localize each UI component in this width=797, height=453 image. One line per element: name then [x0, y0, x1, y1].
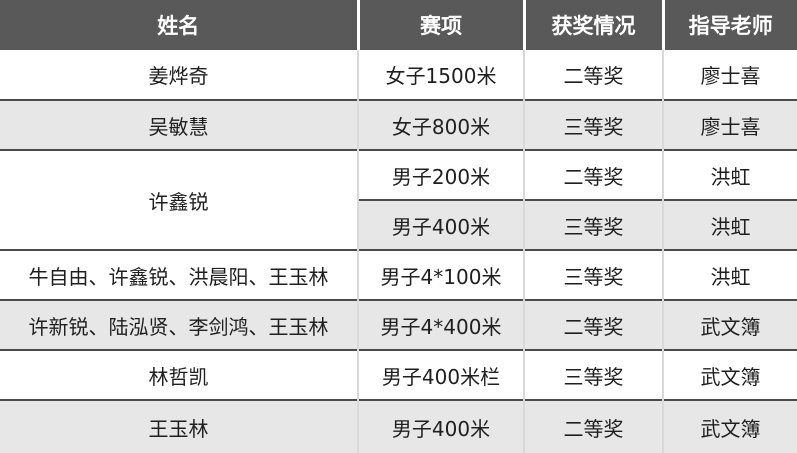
table-row: 牛自由、许鑫锐、洪晨阳、王玉林 男子4*100米 三等奖 洪虹 [0, 249, 797, 300]
header-cell-event: 赛项 [356, 0, 524, 50]
award-cell: 三等奖 [523, 349, 663, 400]
award-cell: 二等奖 [523, 50, 663, 100]
table-row: 姜烨奇 女子1500米 二等奖 廖士喜 [0, 50, 797, 100]
table-body: 姜烨奇 女子1500米 二等奖 廖士喜 吴敏慧 女子800米 三等奖 廖士喜 许… [0, 50, 797, 453]
teacher-cell: 武文簿 [662, 399, 797, 453]
award-cell: 二等奖 [523, 149, 663, 200]
event-cell: 男子400米 [357, 399, 524, 453]
name-cell: 牛自由、许鑫锐、洪晨阳、王玉林 [0, 249, 358, 300]
event-cell: 男子4*100米 [357, 249, 524, 300]
table-row: 许鑫锐 男子200米 二等奖 洪虹 [0, 149, 797, 250]
event-cell: 女子1500米 [357, 50, 524, 100]
header-cell-teacher: 指导老师 [661, 0, 797, 50]
teacher-cell: 廖士喜 [662, 99, 797, 150]
teacher-cell: 洪虹 [662, 249, 797, 300]
table-header: 姓名 赛项 获奖情况 指导老师 [0, 0, 797, 50]
name-cell: 姜烨奇 [0, 50, 358, 100]
event-cell: 男子400米栏 [357, 349, 524, 400]
header-cell-award: 获奖情况 [522, 0, 663, 50]
table-row: 许新锐、陆泓贤、李剑鸿、王玉林 男子4*400米 二等奖 武文簿 [0, 299, 797, 350]
event-cell: 男子400米 [357, 199, 524, 250]
name-cell: 王玉林 [0, 399, 358, 453]
table-row: 男子400米 三等奖 洪虹 [0, 199, 797, 250]
header-cell-name: 姓名 [0, 0, 358, 50]
award-cell: 三等奖 [523, 99, 663, 150]
header-row: 姓名 赛项 获奖情况 指导老师 [0, 0, 797, 50]
award-cell: 三等奖 [523, 249, 663, 300]
award-cell: 二等奖 [523, 299, 663, 350]
teacher-cell: 武文簿 [662, 299, 797, 350]
teacher-cell: 廖士喜 [662, 50, 797, 100]
teacher-cell: 武文簿 [662, 349, 797, 400]
event-cell: 男子200米 [357, 149, 524, 200]
teacher-cell: 洪虹 [662, 149, 797, 200]
event-cell: 女子800米 [357, 99, 524, 150]
teacher-cell: 洪虹 [662, 199, 797, 250]
table-row: 林哲凯 男子400米栏 三等奖 武文簿 [0, 349, 797, 400]
table-row: 王玉林 男子400米 二等奖 武文簿 [0, 399, 797, 453]
award-cell: 三等奖 [523, 199, 663, 250]
award-cell: 二等奖 [523, 399, 663, 453]
name-cell: 许鑫锐 [0, 149, 358, 250]
name-cell: 林哲凯 [0, 349, 358, 400]
name-cell: 许新锐、陆泓贤、李剑鸿、王玉林 [0, 299, 358, 350]
event-cell: 男子4*400米 [357, 299, 524, 350]
table-row: 吴敏慧 女子800米 三等奖 廖士喜 [0, 99, 797, 150]
name-cell: 吴敏慧 [0, 99, 358, 150]
